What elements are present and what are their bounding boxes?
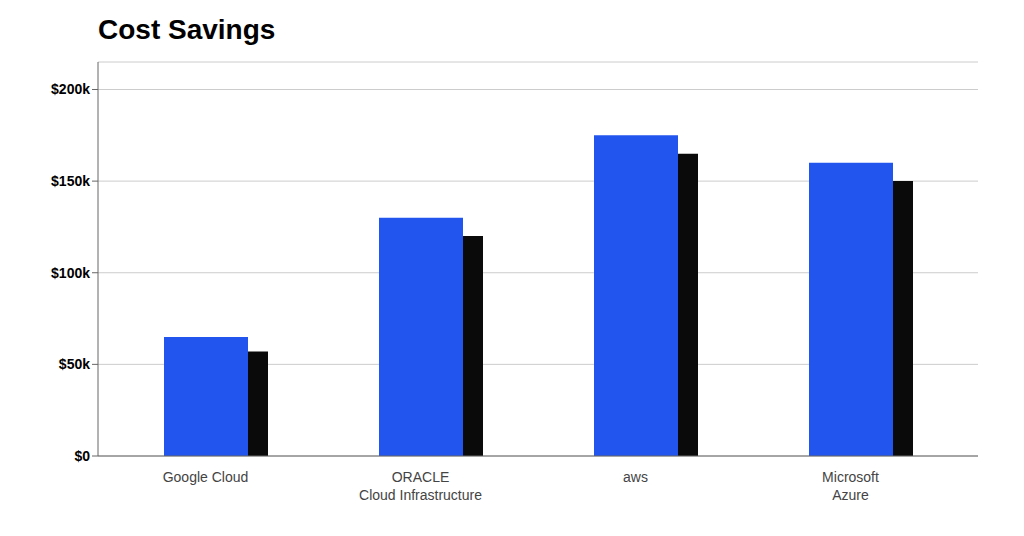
svg-text:MicrosoftAzure: MicrosoftAzure: [822, 469, 879, 503]
svg-text:$100k: $100k: [51, 265, 90, 281]
svg-text:$50k: $50k: [59, 356, 90, 372]
svg-text:$150k: $150k: [51, 173, 90, 189]
svg-text:$200k: $200k: [51, 81, 90, 97]
svg-text:aws: aws: [623, 469, 648, 485]
svg-text:Google Cloud: Google Cloud: [163, 469, 249, 485]
svg-text:ORACLECloud Infrastructure: ORACLECloud Infrastructure: [359, 469, 482, 503]
svg-text:$0: $0: [74, 448, 90, 464]
html-text:Cost Savings: Cost Savings: [98, 14, 276, 45]
